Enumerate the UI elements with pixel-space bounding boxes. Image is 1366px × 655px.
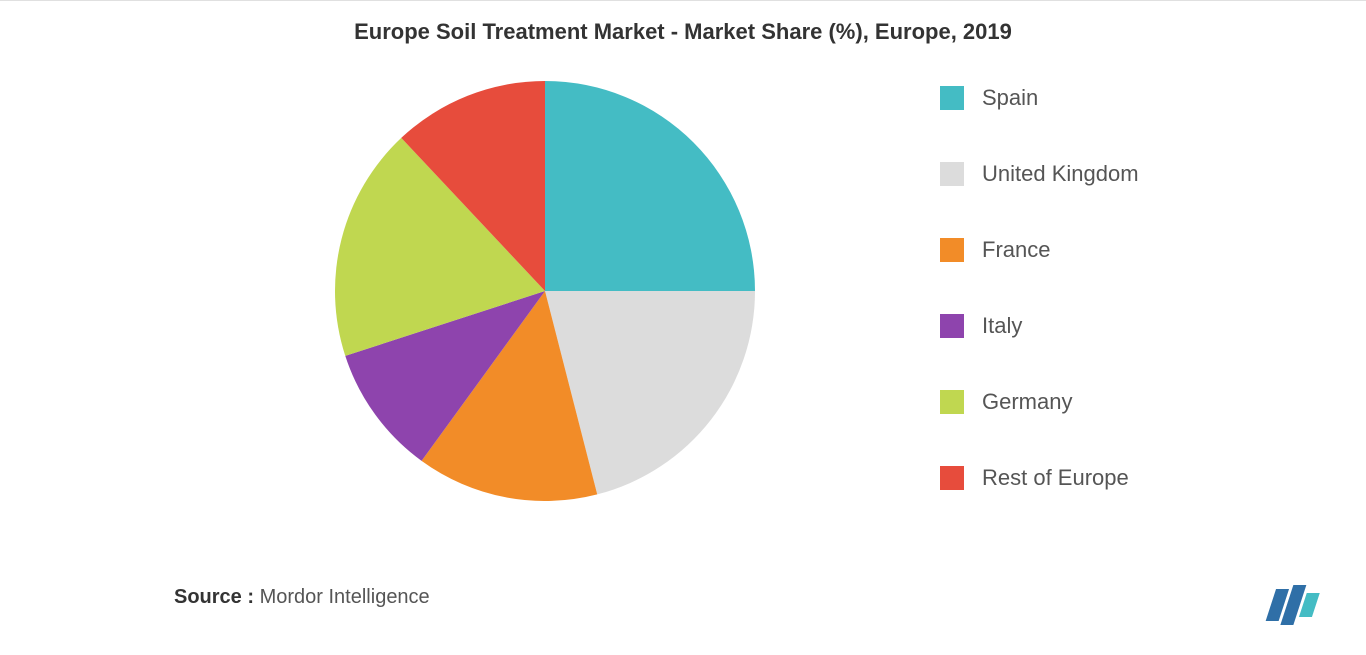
legend-swatch bbox=[940, 86, 964, 110]
legend-swatch bbox=[940, 238, 964, 262]
legend-label: Spain bbox=[982, 85, 1038, 111]
pie-chart bbox=[335, 81, 755, 501]
legend-label: United Kingdom bbox=[982, 161, 1139, 187]
legend-item-germany: Germany bbox=[940, 389, 1139, 415]
brand-logo bbox=[1260, 583, 1338, 627]
chart-title: Europe Soil Treatment Market - Market Sh… bbox=[0, 19, 1366, 45]
legend-swatch bbox=[940, 314, 964, 338]
chart-container: Europe Soil Treatment Market - Market Sh… bbox=[0, 0, 1366, 655]
legend-swatch bbox=[940, 390, 964, 414]
legend-label: France bbox=[982, 237, 1050, 263]
source-value: Mordor Intelligence bbox=[260, 586, 430, 608]
legend-label: Germany bbox=[982, 389, 1072, 415]
legend: Spain United Kingdom France Italy Germany Res… bbox=[940, 85, 1139, 491]
source-prefix: Source : bbox=[174, 586, 254, 608]
legend-item-rest-of-europe: Rest of Europe bbox=[940, 465, 1139, 491]
legend-item-spain: Spain bbox=[940, 85, 1139, 111]
legend-label: Italy bbox=[982, 313, 1022, 339]
pie-slice-spain bbox=[545, 81, 755, 291]
legend-item-united-kingdom: United Kingdom bbox=[940, 161, 1139, 187]
legend-item-italy: Italy bbox=[940, 313, 1139, 339]
legend-swatch bbox=[940, 162, 964, 186]
legend-label: Rest of Europe bbox=[982, 465, 1129, 491]
legend-item-france: France bbox=[940, 237, 1139, 263]
source-attribution: Source : Mordor Intelligence bbox=[174, 586, 430, 609]
legend-swatch bbox=[940, 466, 964, 490]
